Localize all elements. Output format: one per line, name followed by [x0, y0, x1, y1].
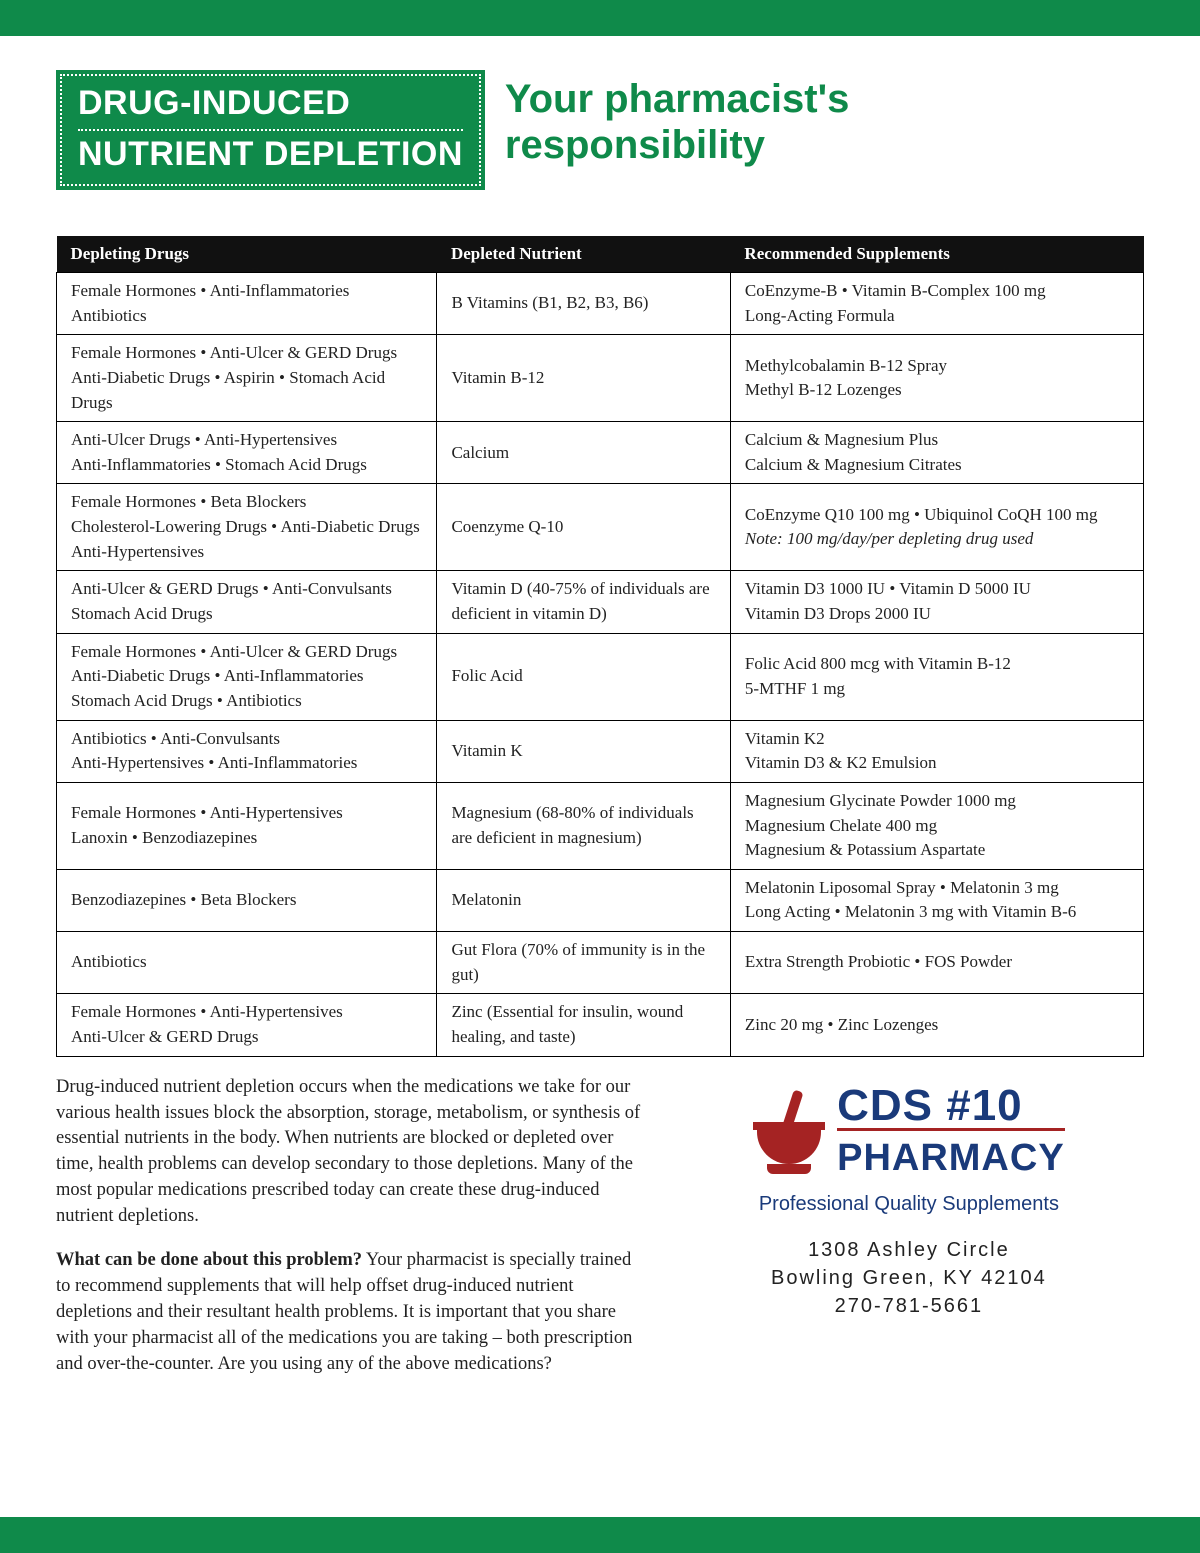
cell-nutrient: Vitamin K — [437, 720, 730, 782]
intro-paragraph: Drug-induced nutrient depletion occurs w… — [56, 1075, 644, 1230]
table-row: Female Hormones • Anti-Ulcer & GERD Drug… — [57, 633, 1144, 720]
cell-nutrient: B Vitamins (B1, B2, B3, B6) — [437, 273, 730, 335]
cell-drugs: Female Hormones • Anti-Ulcer & GERD Drug… — [57, 633, 437, 720]
cell-nutrient: Vitamin D (40-75% of individuals are def… — [437, 571, 730, 633]
cell-drugs: Female Hormones • Anti-Ulcer & GERD Drug… — [57, 335, 437, 422]
address-block: 1308 Ashley Circle Bowling Green, KY 421… — [674, 1236, 1144, 1320]
col-header-supplements: Recommended Supplements — [730, 236, 1143, 273]
bottom-green-bar — [0, 1517, 1200, 1553]
cell-supplements: Vitamin D3 1000 IU • Vitamin D 5000 IUVi… — [730, 571, 1143, 633]
table-row: Female Hormones • Anti-HypertensivesAnti… — [57, 994, 1144, 1056]
cell-nutrient: Zinc (Essential for insulin, wound heali… — [437, 994, 730, 1056]
table-row: AntibioticsGut Flora (70% of immunity is… — [57, 932, 1144, 994]
cell-nutrient: Calcium — [437, 422, 730, 484]
cell-supplements: Folic Acid 800 mcg with Vitamin B-125-MT… — [730, 633, 1143, 720]
logo-main-text: CDS #10 — [837, 1085, 1065, 1132]
subtitle-line-1: Your pharmacist's — [505, 76, 849, 122]
subtitle: Your pharmacist's responsibility — [505, 70, 849, 190]
cell-supplements: CoEnzyme-B • Vitamin B-Complex 100 mgLon… — [730, 273, 1143, 335]
title-line-2: NUTRIENT DEPLETION — [78, 135, 463, 174]
title-box: DRUG-INDUCED NUTRIENT DEPLETION — [56, 70, 485, 190]
phone: 270-781-5661 — [674, 1292, 1144, 1320]
subtitle-line-2: responsibility — [505, 122, 849, 168]
col-header-drugs: Depleting Drugs — [57, 236, 437, 273]
cell-supplements: CoEnzyme Q10 100 mg • Ubiquinol CoQH 100… — [730, 484, 1143, 571]
cell-drugs: Anti-Ulcer Drugs • Anti-HypertensivesAnt… — [57, 422, 437, 484]
cell-supplements: Zinc 20 mg • Zinc Lozenges — [730, 994, 1143, 1056]
cell-drugs: Female Hormones • Anti-InflammatoriesAnt… — [57, 273, 437, 335]
cell-supplements: Extra Strength Probiotic • FOS Powder — [730, 932, 1143, 994]
col-header-nutrient: Depleted Nutrient — [437, 236, 730, 273]
cell-nutrient: Folic Acid — [437, 633, 730, 720]
table-row: Anti-Ulcer & GERD Drugs • Anti-Convulsan… — [57, 571, 1144, 633]
cell-drugs: Antibiotics • Anti-ConvulsantsAnti-Hyper… — [57, 720, 437, 782]
brand-tagline: Professional Quality Supplements — [674, 1190, 1144, 1218]
cell-supplements: Methylcobalamin B-12 SprayMethyl B-12 Lo… — [730, 335, 1143, 422]
mortar-pestle-icon — [753, 1096, 825, 1174]
logo-sub-text: PHARMACY — [837, 1132, 1065, 1185]
header-row: DRUG-INDUCED NUTRIENT DEPLETION Your pha… — [56, 70, 1144, 190]
cell-drugs: Female Hormones • Beta BlockersCholester… — [57, 484, 437, 571]
cell-nutrient: Vitamin B-12 — [437, 335, 730, 422]
top-green-bar — [0, 0, 1200, 36]
table-row: Female Hormones • Anti-HypertensivesLano… — [57, 782, 1144, 869]
cell-nutrient: Gut Flora (70% of immunity is in the gut… — [437, 932, 730, 994]
cell-drugs: Benzodiazepines • Beta Blockers — [57, 869, 437, 931]
body-text: Drug-induced nutrient depletion occurs w… — [56, 1075, 1144, 1396]
cell-drugs: Female Hormones • Anti-HypertensivesAnti… — [57, 994, 437, 1056]
cell-nutrient: Coenzyme Q-10 — [437, 484, 730, 571]
cell-drugs: Female Hormones • Anti-HypertensivesLano… — [57, 782, 437, 869]
table-row: Female Hormones • Anti-Ulcer & GERD Drug… — [57, 335, 1144, 422]
table-row: Antibiotics • Anti-ConvulsantsAnti-Hyper… — [57, 720, 1144, 782]
address-line-1: 1308 Ashley Circle — [674, 1236, 1144, 1264]
cell-supplements: Calcium & Magnesium PlusCalcium & Magnes… — [730, 422, 1143, 484]
depletion-table-wrap: Depleting Drugs Depleted Nutrient Recomm… — [56, 236, 1144, 1057]
question-paragraph: What can be done about this problem? You… — [56, 1248, 644, 1377]
cell-drugs: Anti-Ulcer & GERD Drugs • Anti-Convulsan… — [57, 571, 437, 633]
cell-nutrient: Magnesium (68-80% of individuals are def… — [437, 782, 730, 869]
cell-drugs: Antibiotics — [57, 932, 437, 994]
cell-supplements: Vitamin K2Vitamin D3 & K2 Emulsion — [730, 720, 1143, 782]
brand-block: CDS #10 PHARMACY Professional Quality Su… — [674, 1075, 1144, 1396]
cell-supplements: Melatonin Liposomal Spray • Melatonin 3 … — [730, 869, 1143, 931]
address-line-2: Bowling Green, KY 42104 — [674, 1264, 1144, 1292]
pharmacy-logo: CDS #10 PHARMACY — [674, 1085, 1144, 1186]
question-bold: What can be done about this problem? — [56, 1250, 362, 1270]
table-header-row: Depleting Drugs Depleted Nutrient Recomm… — [57, 236, 1144, 273]
title-line-1: DRUG-INDUCED — [78, 84, 463, 131]
table-row: Female Hormones • Beta BlockersCholester… — [57, 484, 1144, 571]
table-row: Benzodiazepines • Beta BlockersMelatonin… — [57, 869, 1144, 931]
depletion-table: Depleting Drugs Depleted Nutrient Recomm… — [56, 236, 1144, 1057]
table-row: Female Hormones • Anti-InflammatoriesAnt… — [57, 273, 1144, 335]
table-row: Anti-Ulcer Drugs • Anti-HypertensivesAnt… — [57, 422, 1144, 484]
cell-supplements: Magnesium Glycinate Powder 1000 mgMagnes… — [730, 782, 1143, 869]
cell-nutrient: Melatonin — [437, 869, 730, 931]
